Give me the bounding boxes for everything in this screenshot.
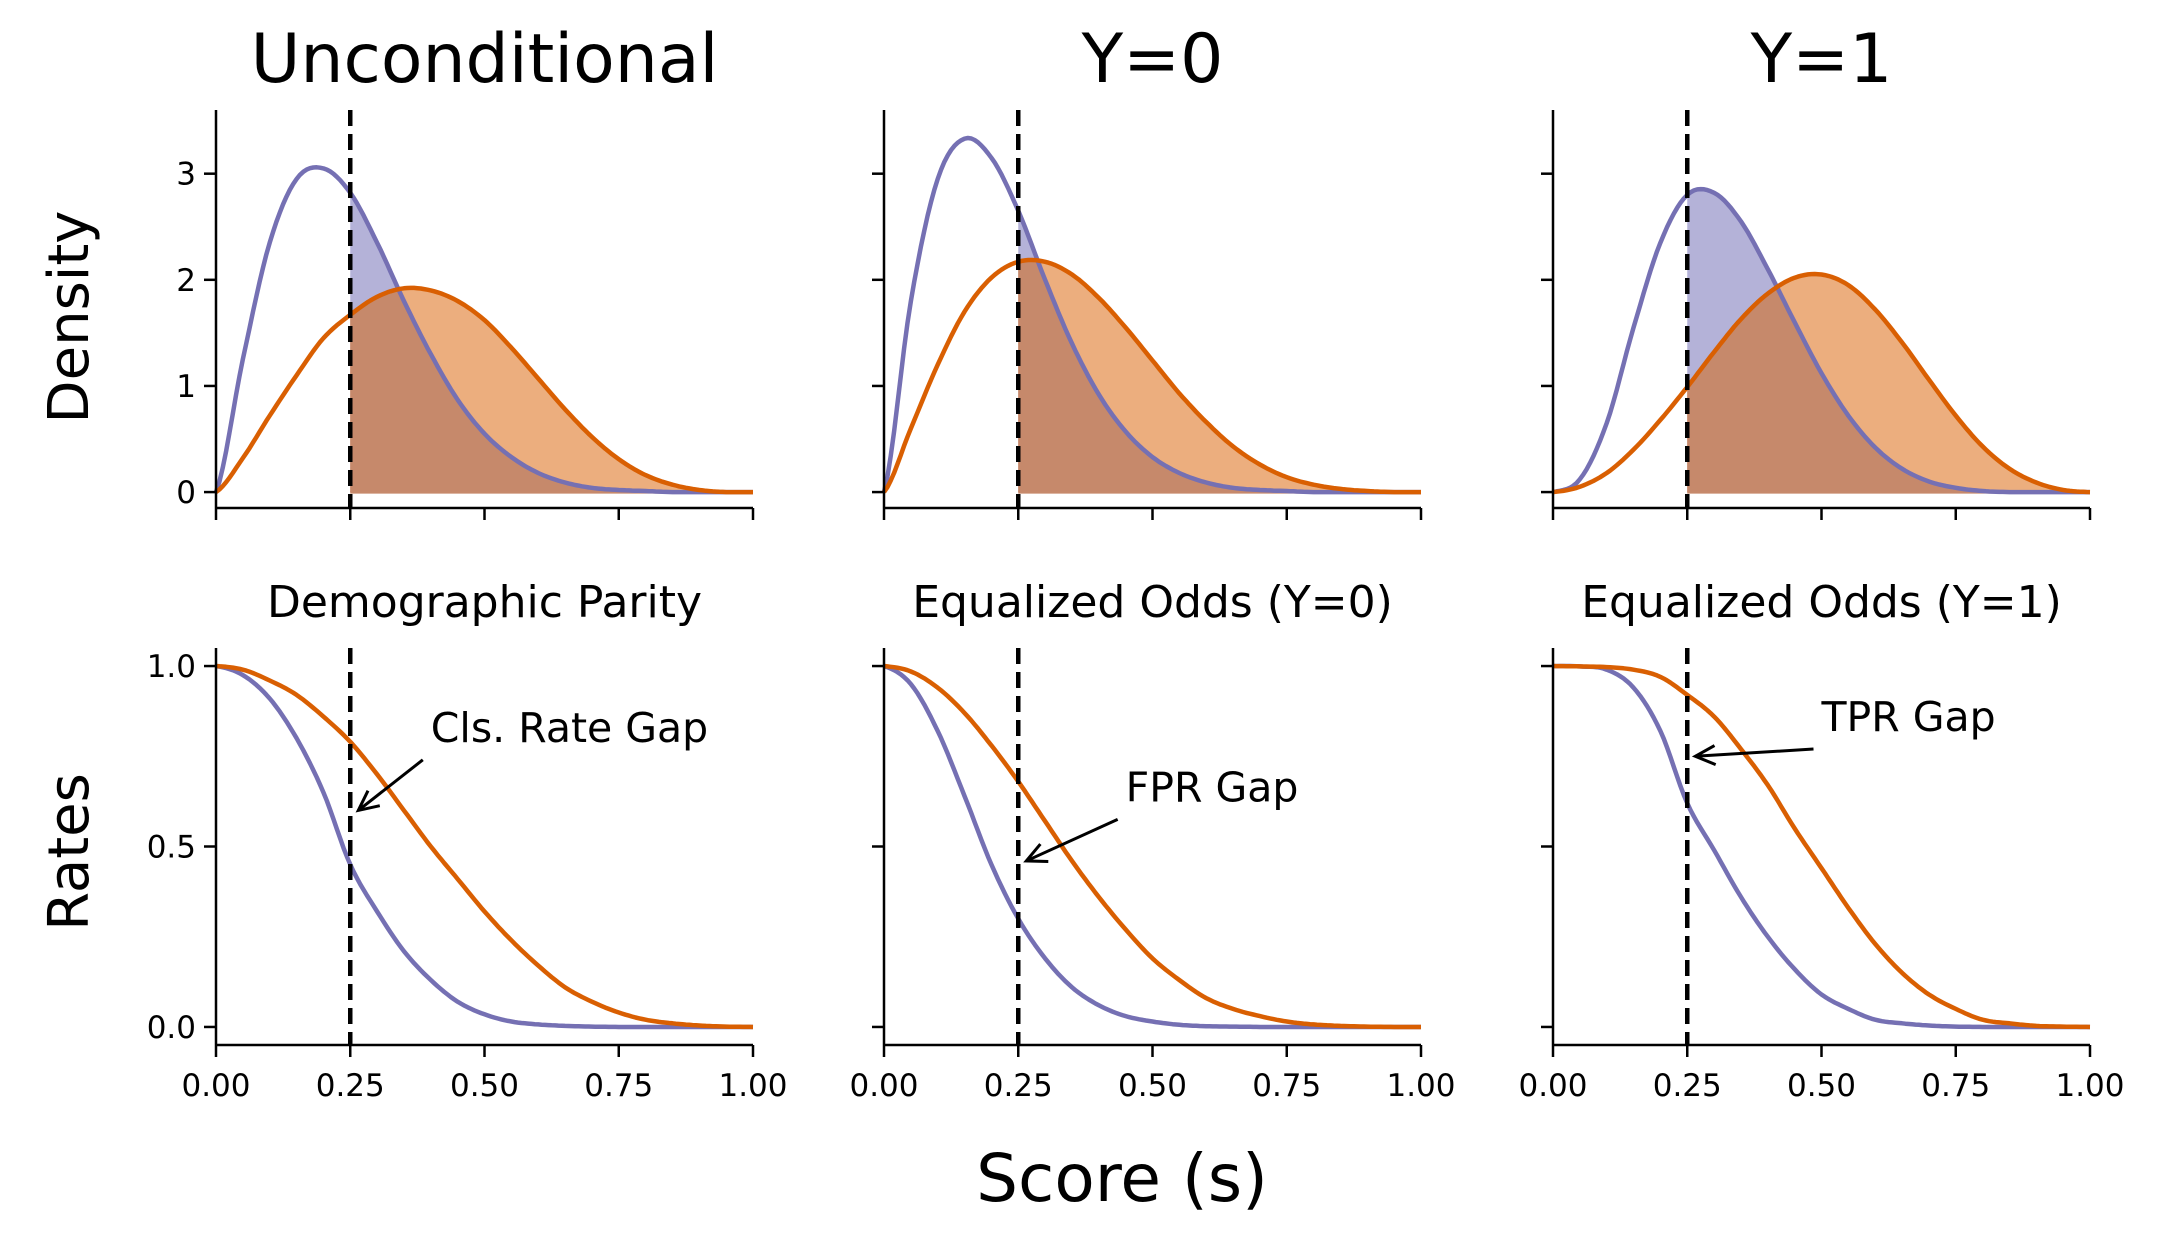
y-tick-label: 0 xyxy=(176,475,196,511)
series-line-group-a xyxy=(1552,663,2090,1030)
series-line-group-a xyxy=(883,663,1421,1030)
annotation-text: Cls. Rate Gap xyxy=(431,704,708,752)
row-label-rates: Rates xyxy=(37,773,102,931)
annotation-arrow-head xyxy=(355,789,381,813)
panel-title: Equalized Odds (Y=0) xyxy=(912,577,1393,628)
series-line-group-a xyxy=(881,135,1421,495)
row-label-density: Density xyxy=(37,211,102,424)
x-tick-label: 0.75 xyxy=(1921,1068,1990,1104)
area-fill-overlap xyxy=(350,289,753,493)
panels-group: Unconditional 0 1 2 3 Y=0 Y=1 Demographic Parit… xyxy=(147,20,2125,1104)
x-tick-label: 0.00 xyxy=(1518,1068,1587,1104)
y-tick-label: 3 xyxy=(176,157,196,193)
x-tick-label: 1.00 xyxy=(2055,1068,2124,1104)
panel-density-y0: Y=0 xyxy=(872,20,1423,520)
panel-density-unconditional: Unconditional 0 1 2 3 xyxy=(176,20,755,520)
annotation-arrow-shaft xyxy=(1025,818,1119,863)
x-axis-label: Score (s) xyxy=(976,1140,1268,1217)
y-tick-label: 1.0 xyxy=(147,649,196,685)
panel-title: Y=0 xyxy=(1081,20,1224,99)
series-line-group-b xyxy=(882,257,1421,495)
panel-title: Equalized Odds (Y=1) xyxy=(1581,577,2062,628)
series-line-group-b xyxy=(883,663,1421,1030)
panel-rates-dp: Demographic Parity 0.0 0.5 1.0 0.00 0.25 0.50 0… xyxy=(147,577,788,1104)
series-line-group-a xyxy=(213,165,753,495)
series-line-group-a xyxy=(1552,186,2090,495)
x-tick-label: 0.50 xyxy=(1787,1068,1856,1104)
area-fill-overlap xyxy=(1687,288,2090,493)
y-tick-label: 2 xyxy=(176,263,196,299)
series-line-group-b xyxy=(1552,271,2091,495)
x-tick-label: 0.25 xyxy=(316,1068,385,1104)
x-tick-label: 0.50 xyxy=(1118,1068,1187,1104)
x-tick-label: 0.25 xyxy=(984,1068,1053,1104)
series-line-group-a xyxy=(215,663,753,1030)
y-tick-label: 0.0 xyxy=(147,1010,196,1046)
annotation-text: TPR Gap xyxy=(1821,693,1996,741)
annotation-arrow-shaft xyxy=(357,758,424,812)
x-tick-label: 0.50 xyxy=(450,1068,519,1104)
annotation-text: FPR Gap xyxy=(1126,763,1299,811)
panel-rates-eo1: Equalized Odds (Y=1) 0.00 0.25 0.50 0.75 1.00… xyxy=(1518,577,2124,1104)
series-line-group-b xyxy=(1552,663,2091,1030)
panel-title: Demographic Parity xyxy=(267,577,702,628)
panel-title: Unconditional xyxy=(251,20,719,99)
x-tick-label: 0.00 xyxy=(181,1068,250,1104)
x-tick-label: 0.25 xyxy=(1653,1068,1722,1104)
x-tick-label: 1.00 xyxy=(1386,1068,1455,1104)
x-tick-label: 1.00 xyxy=(718,1068,787,1104)
series-line-group-b xyxy=(215,663,754,1030)
panel-rates-eo0: Equalized Odds (Y=0) 0.00 0.25 0.50 0.75 1.00… xyxy=(849,577,1455,1104)
y-tick-label: 0.5 xyxy=(147,830,196,866)
annotation-arrow-shaft xyxy=(1695,747,1814,758)
x-tick-label: 0.75 xyxy=(584,1068,653,1104)
area-fill-overlap xyxy=(1018,260,1421,493)
panel-title: Y=1 xyxy=(1750,20,1893,99)
series-line-group-b xyxy=(214,285,753,495)
annotation-arrow-head xyxy=(1023,843,1049,863)
annotation-arrow-head xyxy=(1691,744,1717,766)
y-tick-label: 1 xyxy=(176,369,196,405)
x-tick-label: 0.75 xyxy=(1252,1068,1321,1104)
x-tick-label: 0.00 xyxy=(849,1068,918,1104)
panel-density-y1: Y=1 xyxy=(1541,20,2092,520)
